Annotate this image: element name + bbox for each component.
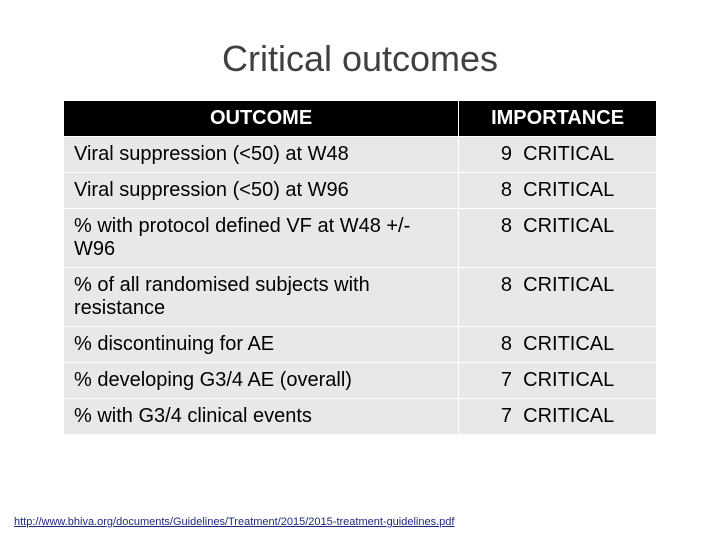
outcome-cell: Viral suppression (<50) at W48 [64, 137, 459, 173]
header-importance: IMPORTANCE [459, 101, 657, 137]
outcome-cell: % with G3/4 clinical events [64, 399, 459, 435]
importance-cell: 7 CRITICAL [459, 399, 657, 435]
source-link[interactable]: http://www.bhiva.org/documents/Guideline… [14, 516, 454, 528]
importance-cell: 8 CRITICAL [459, 268, 657, 327]
importance-cell: 9 CRITICAL [459, 137, 657, 173]
outcome-cell: Viral suppression (<50) at W96 [64, 173, 459, 209]
importance-cell: 8 CRITICAL [459, 173, 657, 209]
table-row: % discontinuing for AE 8 CRITICAL [64, 327, 657, 363]
table-header-row: OUTCOME IMPORTANCE [64, 101, 657, 137]
table-row: % with G3/4 clinical events 7 CRITICAL [64, 399, 657, 435]
header-outcome: OUTCOME [64, 101, 459, 137]
outcome-cell: % discontinuing for AE [64, 327, 459, 363]
table-row: Viral suppression (<50) at W96 8 CRITICA… [64, 173, 657, 209]
importance-cell: 8 CRITICAL [459, 327, 657, 363]
table-row: Viral suppression (<50) at W48 9 CRITICA… [64, 137, 657, 173]
outcomes-table: OUTCOME IMPORTANCE Viral suppression (<5… [63, 100, 657, 435]
page-title: Critical outcomes [0, 0, 720, 100]
table-row: % developing G3/4 AE (overall) 7 CRITICA… [64, 363, 657, 399]
outcome-cell: % with protocol defined VF at W48 +/- W9… [64, 209, 459, 268]
importance-cell: 7 CRITICAL [459, 363, 657, 399]
importance-cell: 8 CRITICAL [459, 209, 657, 268]
table-row: % with protocol defined VF at W48 +/- W9… [64, 209, 657, 268]
table-row: % of all randomised subjects with resist… [64, 268, 657, 327]
outcome-cell: % of all randomised subjects with resist… [64, 268, 459, 327]
outcome-cell: % developing G3/4 AE (overall) [64, 363, 459, 399]
